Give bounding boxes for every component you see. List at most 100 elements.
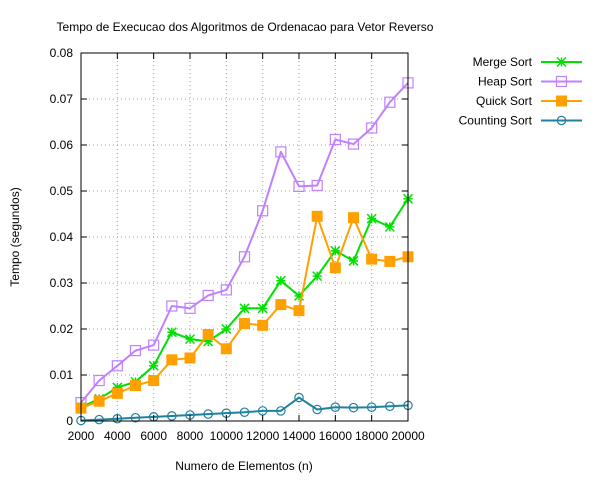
heap-sort-point: [275, 146, 287, 158]
counting-sort-point: [330, 402, 341, 412]
counting-sort-point: [385, 401, 395, 412]
series-group: [75, 77, 414, 426]
y-tick-label: 0: [66, 414, 73, 428]
merge-sort-point: [184, 334, 196, 345]
legend-swatch-marker: [556, 56, 567, 68]
x-tick-label: 8000: [177, 429, 204, 443]
merge-sort-point: [330, 245, 341, 256]
x-axis-label: Numero de Elementos (n): [175, 459, 312, 473]
quick-sort-point: [166, 354, 178, 366]
quick-sort-point: [202, 329, 214, 341]
legend: Merge Sort Heap Sort Quick Sort Counting So…: [459, 55, 582, 128]
counting-sort-point: [203, 409, 213, 419]
merge-sort-point: [384, 221, 395, 232]
quick-sort-point: [311, 210, 323, 222]
counting-sort-point: [239, 407, 250, 418]
quick-sort-point: [366, 253, 378, 265]
y-tick-label: 0.06: [50, 138, 74, 152]
counting-sort-point: [348, 402, 359, 413]
chart-title: Tempo de Execucao dos Algoritmos de Orde…: [57, 20, 434, 34]
x-tick-label: 2000: [68, 429, 95, 443]
legend-label: Merge Sort: [473, 55, 533, 69]
legend-swatch-marker: [555, 75, 568, 88]
series-heap-sort: [75, 77, 414, 409]
heap-sort-point: [384, 96, 396, 108]
quick-sort-point: [130, 380, 141, 392]
y-tick-label: 0.03: [50, 276, 74, 290]
quick-sort-point: [348, 212, 359, 224]
quick-sort-point: [220, 343, 232, 355]
x-tick-label: 6000: [140, 429, 167, 443]
x-tick-label: 4000: [104, 429, 131, 443]
legend-swatch-marker: [556, 115, 567, 126]
series-counting-sort: [76, 392, 413, 426]
x-tick-label: 16000: [319, 429, 353, 443]
quick-sort-point: [329, 262, 341, 274]
quick-sort-point: [257, 319, 269, 331]
counting-sort-point: [112, 413, 123, 424]
merge-sort-point: [366, 213, 377, 224]
heap-sort-point: [148, 339, 160, 351]
y-tick-label: 0.04: [50, 230, 74, 244]
plot-frame: [80, 52, 409, 422]
x-tick-label: 18000: [355, 429, 389, 443]
y-axis-label: Tempo (segundos): [8, 187, 22, 286]
counting-sort-point: [312, 404, 322, 415]
counting-sort-line: [80, 396, 409, 422]
merge-sort-point: [166, 327, 177, 338]
counting-sort-point: [94, 414, 104, 425]
merge-sort-point: [257, 303, 268, 314]
series-merge-sort: [75, 193, 414, 413]
merge-sort-point: [275, 275, 286, 286]
legend-item-quick-sort: Quick Sort: [476, 94, 582, 108]
merge-sort-point: [348, 255, 359, 266]
legend-label: Counting Sort: [459, 114, 533, 128]
quick-sort-point: [184, 352, 196, 364]
x-tick-label: 10000: [210, 429, 244, 443]
heap-sort-point: [347, 138, 360, 150]
heap-sort-point: [129, 345, 142, 357]
quick-sort-point: [148, 375, 160, 387]
legend-item-counting-sort: Counting Sort: [459, 114, 582, 128]
legend-item-merge-sort: Merge Sort: [473, 55, 582, 69]
legend-swatch-marker: [556, 95, 567, 107]
quick-sort-point: [93, 395, 105, 407]
heap-sort-point: [311, 179, 323, 192]
heap-sort-point: [238, 251, 251, 263]
legend-label: Heap Sort: [478, 75, 533, 89]
merge-sort-point: [239, 303, 250, 314]
quick-sort-point: [275, 299, 287, 311]
heap-sort-point: [202, 289, 214, 302]
quick-sort-point: [239, 317, 250, 329]
heap-sort-point: [184, 302, 196, 314]
heap-sort-line: [80, 82, 409, 404]
x-tick-label: 12000: [246, 429, 280, 443]
heap-sort-point: [257, 205, 269, 217]
counting-sort-point: [167, 411, 177, 421]
merge-sort-point: [221, 323, 232, 335]
x-tick-label: 20000: [391, 429, 425, 443]
y-tick-label: 0.02: [50, 322, 74, 336]
quick-sort-point: [384, 255, 396, 267]
grid: [81, 53, 408, 421]
merge-sort-point: [312, 271, 323, 282]
axis-ticks: 2000 4000 6000 8000 10000 12000 14000 16000 1800…: [50, 46, 425, 443]
legend-label: Quick Sort: [476, 94, 533, 108]
counting-sort-point: [294, 392, 304, 403]
counting-sort-point: [366, 402, 377, 412]
counting-sort-point: [130, 412, 141, 423]
quick-sort-point: [111, 387, 123, 399]
y-tick-label: 0.01: [50, 368, 74, 382]
heap-sort-point: [220, 284, 232, 296]
heap-sort-point: [111, 360, 123, 372]
quick-sort-point: [293, 305, 305, 317]
counting-sort-point: [276, 406, 286, 416]
y-tick-label: 0.08: [50, 46, 74, 60]
merge-sort-point: [148, 360, 159, 371]
heap-sort-point: [329, 133, 341, 146]
y-tick-label: 0.07: [50, 92, 74, 106]
heap-sort-point: [293, 180, 305, 192]
y-tick-label: 0.05: [50, 184, 74, 198]
x-tick-label: 14000: [282, 429, 316, 443]
